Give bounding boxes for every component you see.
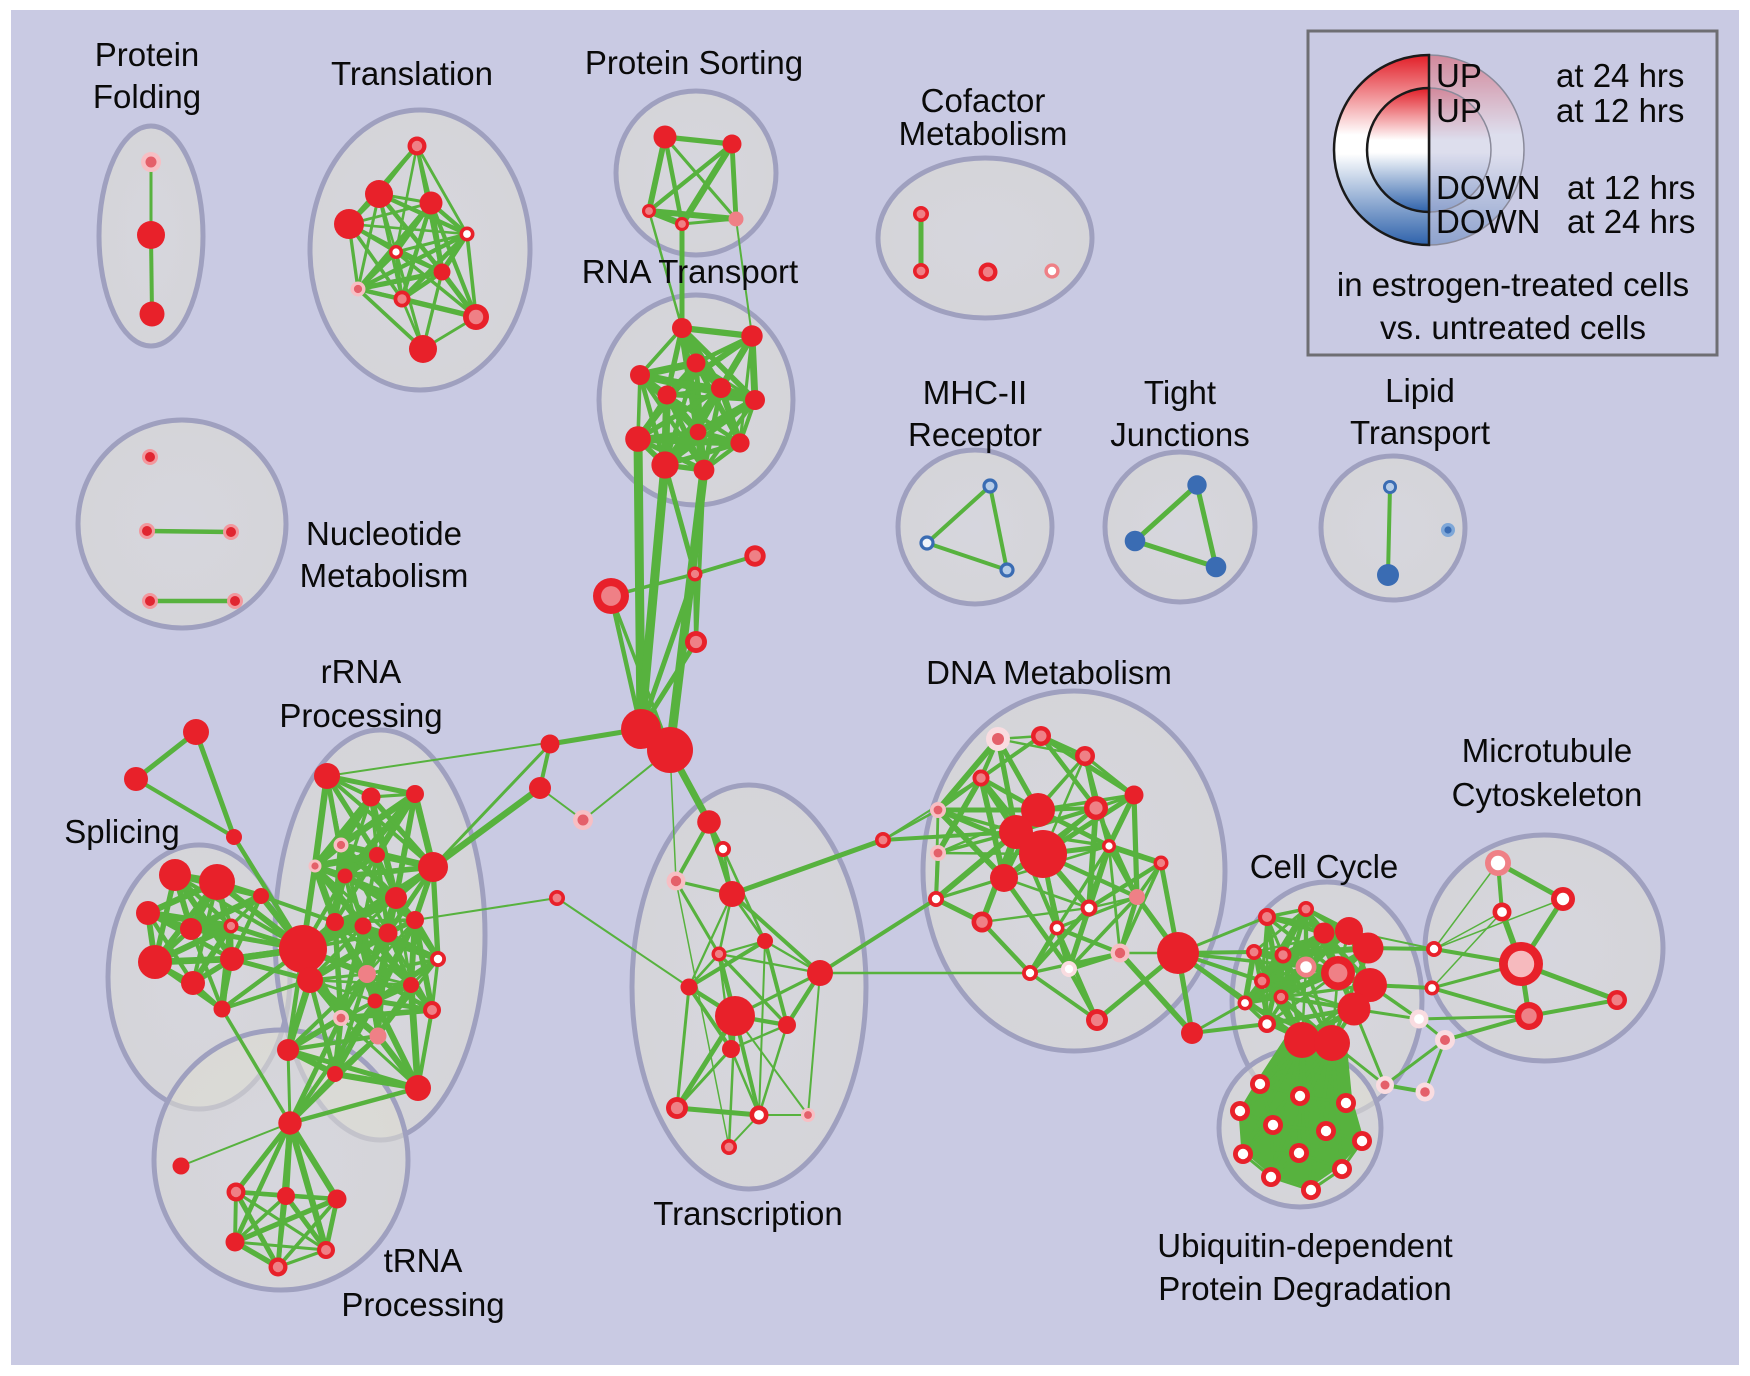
svg-text:DOWN: DOWN: [1436, 203, 1540, 240]
svg-text:Transport: Transport: [1350, 414, 1490, 451]
svg-text:at 24 hrs: at 24 hrs: [1556, 57, 1684, 94]
svg-text:Processing: Processing: [279, 697, 442, 734]
svg-text:RNA Transport: RNA Transport: [582, 253, 798, 290]
svg-text:Folding: Folding: [93, 78, 201, 115]
svg-text:at 12 hrs: at 12 hrs: [1556, 92, 1684, 129]
svg-text:vs. untreated cells: vs. untreated cells: [1380, 309, 1646, 346]
svg-text:Protein Degradation: Protein Degradation: [1158, 1270, 1452, 1307]
svg-text:Cell Cycle: Cell Cycle: [1250, 848, 1399, 885]
svg-text:at 24 hrs: at 24 hrs: [1567, 203, 1695, 240]
svg-text:Lipid: Lipid: [1385, 372, 1455, 409]
svg-text:UP: UP: [1436, 57, 1482, 94]
svg-text:Metabolism: Metabolism: [899, 115, 1068, 152]
svg-text:Nucleotide: Nucleotide: [306, 515, 462, 552]
svg-text:rRNA: rRNA: [321, 653, 402, 690]
svg-text:tRNA: tRNA: [384, 1242, 463, 1279]
svg-text:Cytoskeleton: Cytoskeleton: [1452, 776, 1643, 813]
svg-text:Transcription: Transcription: [653, 1195, 843, 1232]
svg-text:at 12 hrs: at 12 hrs: [1567, 169, 1695, 206]
svg-text:DOWN: DOWN: [1436, 169, 1540, 206]
svg-text:in estrogen-treated cells: in estrogen-treated cells: [1337, 266, 1689, 303]
svg-text:Ubiquitin-dependent: Ubiquitin-dependent: [1157, 1227, 1452, 1264]
svg-text:Receptor: Receptor: [908, 416, 1042, 453]
svg-text:Metabolism: Metabolism: [300, 557, 469, 594]
svg-text:Microtubule: Microtubule: [1462, 732, 1633, 769]
svg-text:Splicing: Splicing: [64, 813, 180, 850]
svg-text:Cofactor: Cofactor: [921, 82, 1046, 119]
svg-text:Protein Sorting: Protein Sorting: [585, 44, 803, 81]
svg-text:DNA Metabolism: DNA Metabolism: [926, 654, 1172, 691]
svg-text:Protein: Protein: [95, 36, 200, 73]
svg-text:UP: UP: [1436, 92, 1482, 129]
svg-text:Junctions: Junctions: [1110, 416, 1249, 453]
svg-text:MHC-II: MHC-II: [923, 374, 1027, 411]
svg-text:Tight: Tight: [1144, 374, 1216, 411]
svg-text:Translation: Translation: [331, 55, 493, 92]
svg-text:Processing: Processing: [341, 1286, 504, 1323]
